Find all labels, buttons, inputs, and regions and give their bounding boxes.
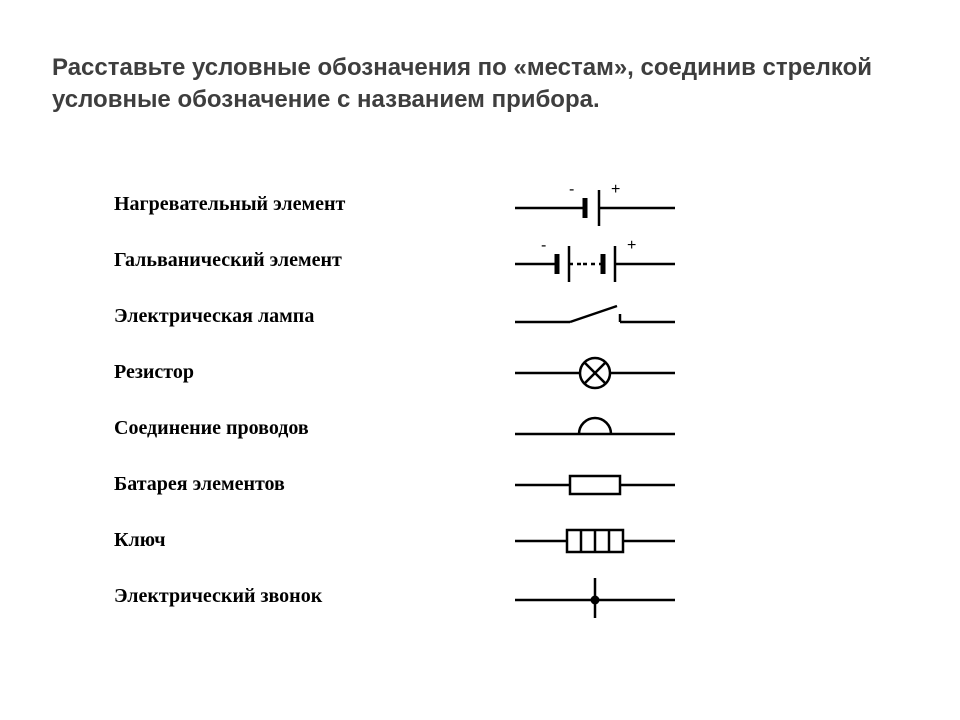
label-row: Электрический звонок: [114, 569, 345, 625]
symbol-cell-single: - +: [515, 177, 675, 233]
page: Расставьте условные обозначения по «мест…: [0, 0, 960, 720]
symbol-switch: [515, 289, 675, 345]
svg-text:-: -: [569, 181, 574, 198]
label-row: Нагревательный элемент: [114, 177, 345, 233]
label-row: Резистор: [114, 345, 345, 401]
page-title: Расставьте условные обозначения по «мест…: [52, 52, 872, 117]
content-area: Нагревательный элемент Гальванический эл…: [52, 177, 908, 625]
label-row: Батарея элементов: [114, 457, 345, 513]
svg-text:+: +: [627, 237, 636, 254]
symbol-lamp: [515, 345, 675, 401]
svg-text:-: -: [541, 237, 546, 254]
label-row: Ключ: [114, 513, 345, 569]
labels-column: Нагревательный элемент Гальванический эл…: [114, 177, 345, 625]
svg-text:+: +: [611, 181, 620, 198]
symbol-heater: [515, 513, 675, 569]
label-row: Соединение проводов: [114, 401, 345, 457]
symbol-bell: [515, 401, 675, 457]
label-row: Электрическая лампа: [114, 289, 345, 345]
symbols-column: - + - +: [515, 177, 675, 625]
symbol-resistor: [515, 457, 675, 513]
symbol-battery: - +: [515, 233, 675, 289]
label-row: Гальванический элемент: [114, 233, 345, 289]
symbol-junction: [515, 569, 675, 625]
